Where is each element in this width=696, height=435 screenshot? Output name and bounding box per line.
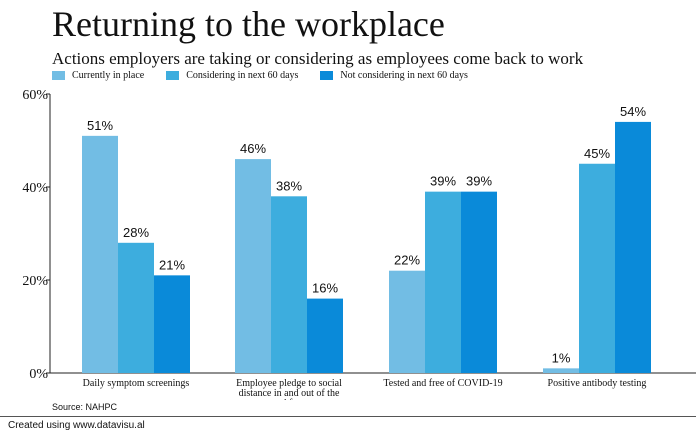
legend-label-currently: Currently in place xyxy=(72,70,145,81)
bar xyxy=(425,191,461,373)
legend-item-considering: Considering in next 60 days xyxy=(166,70,298,81)
category-label-line: Positive antibody testing xyxy=(548,378,647,389)
bar xyxy=(579,163,615,373)
bar xyxy=(543,368,579,373)
y-tick-label: 0% xyxy=(29,367,48,382)
legend-item-not-considering: Not considering in next 60 days xyxy=(320,70,468,81)
bar xyxy=(307,298,343,373)
bar-value-label: 28% xyxy=(123,225,149,240)
bar xyxy=(389,270,425,373)
category-label-line: workforce xyxy=(268,398,310,400)
legend-swatch-considering xyxy=(166,71,180,80)
category-label: Daily symptom screenings xyxy=(83,378,190,389)
category-label: Positive antibody testing xyxy=(548,378,647,389)
category-label-line: distance in and out of the xyxy=(239,388,340,399)
bar xyxy=(615,121,651,374)
bar xyxy=(461,191,497,373)
bar xyxy=(118,242,154,373)
legend: Currently in place Considering in next 6… xyxy=(52,70,490,81)
bar-value-label: 45% xyxy=(584,146,610,161)
legend-label-not-considering: Not considering in next 60 days xyxy=(340,70,468,81)
bar xyxy=(235,159,271,373)
bar xyxy=(271,196,307,373)
legend-label-considering: Considering in next 60 days xyxy=(186,70,299,81)
bar-value-label: 22% xyxy=(394,253,420,268)
chart-subtitle: Actions employers are taking or consider… xyxy=(52,49,584,68)
category-label-line: Daily symptom screenings xyxy=(83,378,190,389)
bar-value-label: 39% xyxy=(466,174,492,189)
bar xyxy=(82,135,118,373)
bar-value-label: 39% xyxy=(430,174,456,189)
footer-divider xyxy=(0,416,696,417)
legend-item-currently: Currently in place xyxy=(52,70,144,81)
source-note: Source: NAHPC xyxy=(52,402,118,412)
bar-chart: 0% 20% 40% 60% 51% 46% 22% 1% 28% 38% 39% 45% 21% 16%… xyxy=(22,88,696,400)
footer-credit: Created using www.datavisu.al xyxy=(8,420,145,431)
bar-value-label: 54% xyxy=(620,104,646,119)
bar-value-label: 16% xyxy=(312,281,338,296)
y-tick-label: 40% xyxy=(22,181,48,196)
legend-swatch-currently xyxy=(52,71,65,80)
category-label-line: Tested and free of COVID-19 xyxy=(383,378,502,389)
bar-value-label: 51% xyxy=(87,118,113,133)
bar-value-label: 38% xyxy=(276,178,302,193)
y-tick-label: 20% xyxy=(22,274,48,289)
bar-value-label: 1% xyxy=(552,350,571,365)
bar xyxy=(154,275,190,373)
category-label-line: Employee pledge to social xyxy=(236,378,342,389)
category-label: Employee pledge to social distance in and… xyxy=(236,378,342,400)
bar-value-label: 21% xyxy=(159,257,185,272)
legend-swatch-not-considering xyxy=(320,71,334,80)
chart-title: Returning to the workplace xyxy=(52,4,445,44)
y-tick-label: 60% xyxy=(22,88,48,103)
bar-value-label: 46% xyxy=(240,141,266,156)
category-label: Tested and free of COVID-19 xyxy=(383,378,502,389)
